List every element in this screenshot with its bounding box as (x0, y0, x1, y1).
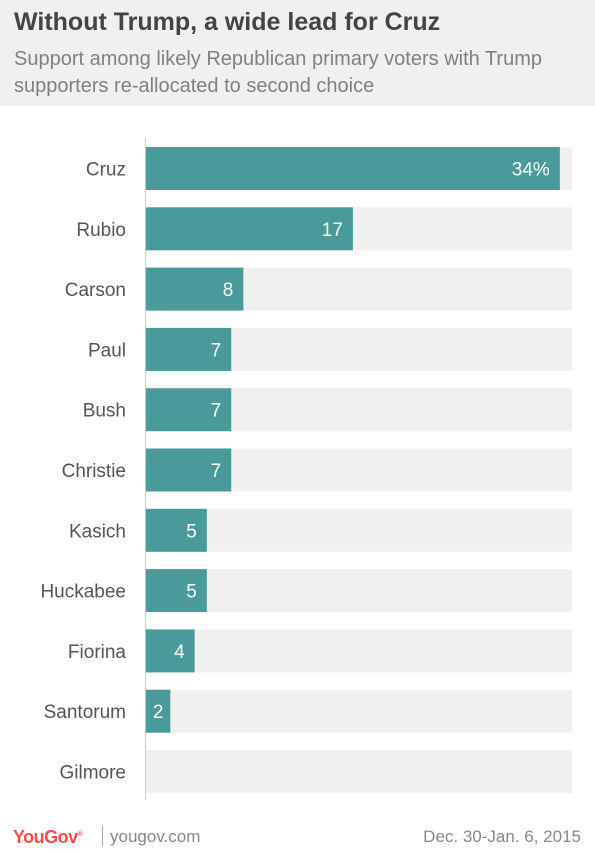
category-label-huckabee: Huckabee (40, 582, 126, 603)
bar-group: Cruz 34% Rubio 17 Carson 8 Paul 7 Bush 7 Christie 7… (40, 147, 572, 793)
data-label-cruz: 34% (512, 160, 550, 181)
category-label-paul: Paul (88, 340, 126, 361)
bar-track-fiorina (146, 629, 572, 673)
bar-cruz (146, 147, 560, 190)
footer: YouGov® yougov.com Dec. 30-Jan. 6, 2015 (0, 818, 595, 854)
chart-title: Without Trump, a wide lead for Cruz (14, 8, 441, 36)
bar-track-gilmore (146, 750, 572, 793)
category-label-bush: Bush (83, 401, 126, 422)
data-label-paul: 7 (211, 340, 222, 361)
category-label-gilmore: Gilmore (59, 763, 126, 784)
site-url: yougov.com (110, 827, 201, 846)
category-label-rubio: Rubio (76, 220, 126, 241)
bar-huckabee (146, 569, 207, 613)
brand-name: YouGov (13, 827, 78, 847)
bar-santorum (146, 689, 171, 733)
chart-subtitle: Support among likely Republican primary … (14, 48, 542, 97)
bar-track-huckabee (146, 569, 572, 613)
data-label-bush: 7 (211, 401, 222, 422)
bar-fiorina (146, 629, 195, 673)
data-label-christie: 7 (211, 461, 222, 482)
category-label-carson: Carson (65, 280, 126, 301)
bar-rubio (146, 207, 353, 251)
bar-track-santorum (146, 689, 572, 733)
data-label-carson: 8 (223, 280, 234, 301)
header-band: Without Trump, a wide lead for Cruz Supp… (0, 0, 595, 106)
bar-track-kasich (146, 508, 572, 552)
category-label-fiorina: Fiorina (68, 642, 127, 663)
data-label-fiorina: 4 (174, 642, 185, 663)
data-label-rubio: 17 (322, 220, 343, 241)
footer-divider (102, 826, 103, 846)
bar-paul (146, 327, 232, 371)
bar-bush (146, 388, 232, 432)
data-label-huckabee: 5 (186, 582, 197, 603)
data-label-santorum: 2 (153, 702, 164, 723)
category-label-santorum: Santorum (44, 702, 126, 723)
bar-chart: Cruz 34% Rubio 17 Carson 8 Paul 7 Bush 7 Christie 7… (40, 138, 572, 800)
bar-carson (146, 267, 244, 311)
category-label-kasich: Kasich (69, 521, 126, 542)
bar-christie (146, 448, 232, 492)
category-label-cruz: Cruz (86, 160, 126, 181)
brand-mark: ® (77, 831, 83, 838)
survey-date: Dec. 30-Jan. 6, 2015 (423, 827, 581, 846)
yougov-logo: YouGov® (13, 827, 83, 848)
data-label-kasich: 5 (186, 521, 197, 542)
bar-kasich (146, 508, 207, 552)
category-label-christie: Christie (62, 461, 126, 482)
